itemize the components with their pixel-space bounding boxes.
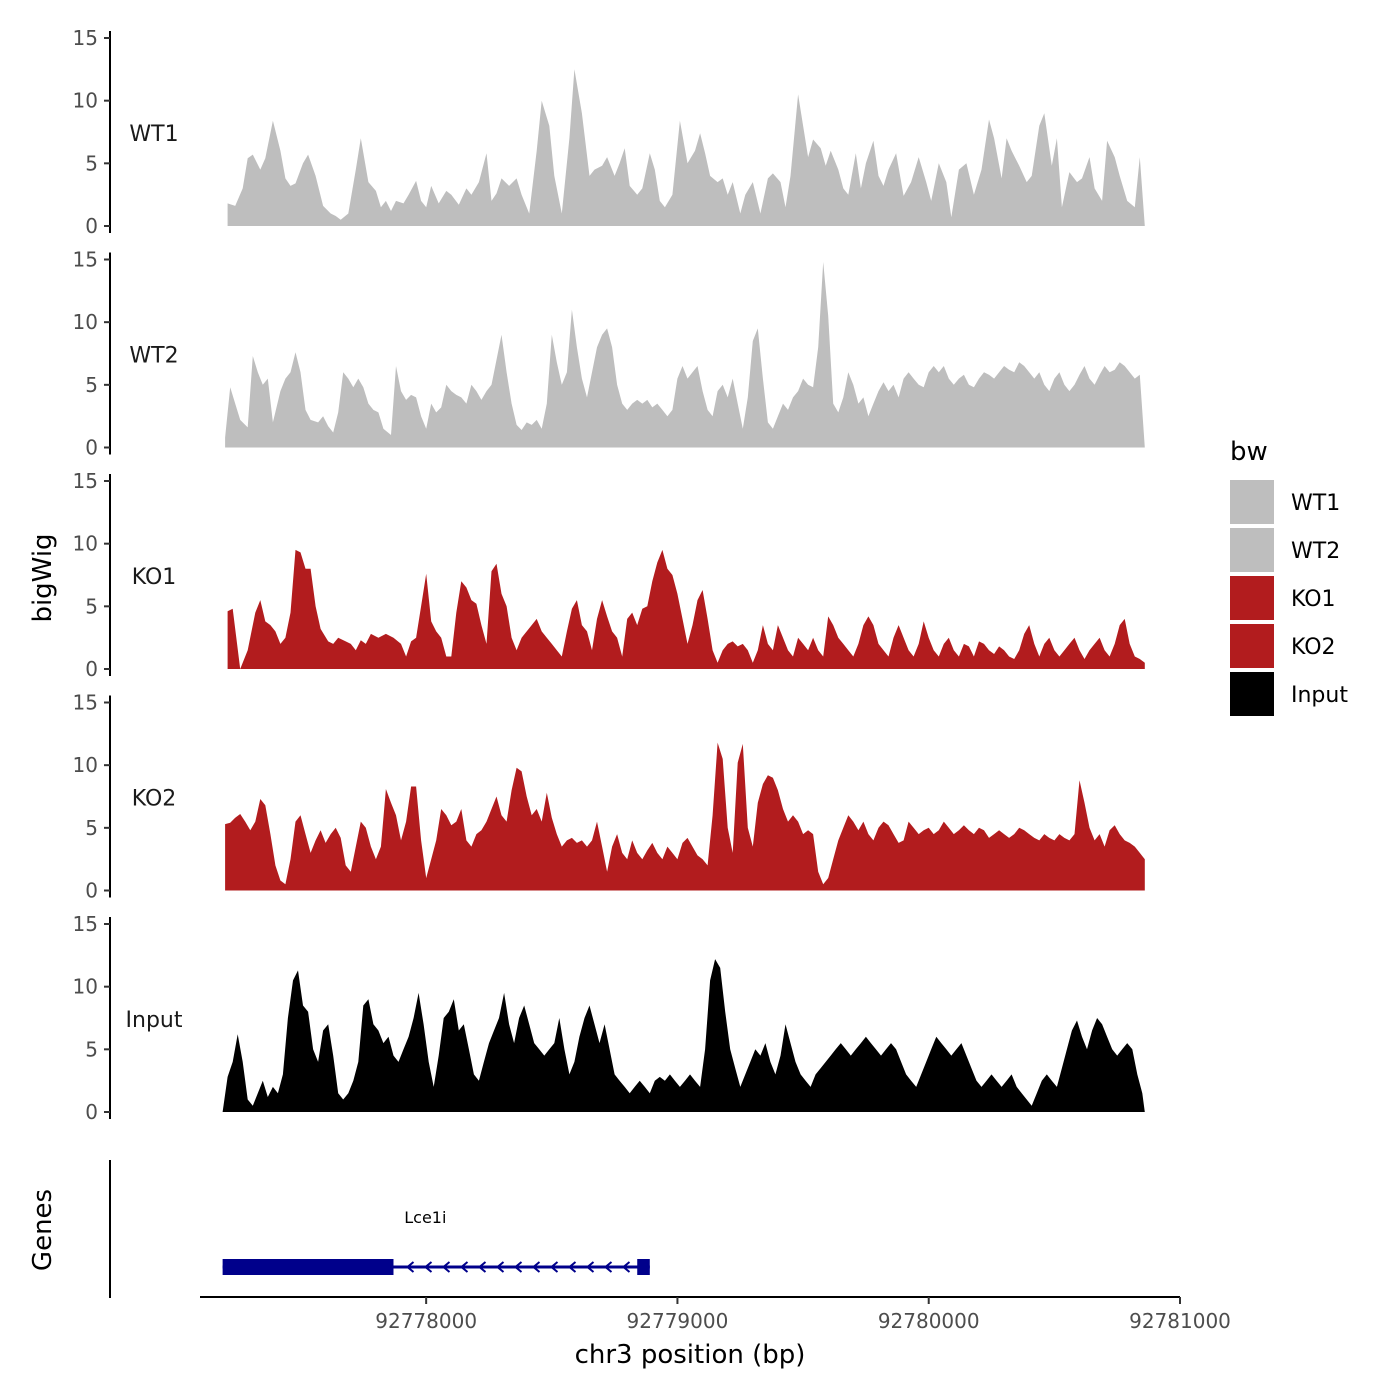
y-tick-label: 10 <box>73 89 98 113</box>
track-ko1: 0 5 10 15 KO1 <box>73 469 1145 681</box>
y-tick-label: 10 <box>73 532 98 556</box>
track-label: Input <box>126 1008 183 1033</box>
signal-area-wt1 <box>227 69 1145 226</box>
x-tick-label: 92780000 <box>878 1309 980 1333</box>
gene-label: Lce1i <box>404 1208 446 1227</box>
strand-arrow-icon <box>549 1261 559 1273</box>
signal-area-ko2 <box>225 742 1145 891</box>
strand-arrow-icon <box>459 1261 469 1273</box>
x-tick-label: 92778000 <box>375 1309 477 1333</box>
strand-arrow-icon <box>603 1261 613 1273</box>
track-input: 0 5 10 15 Input <box>73 912 1145 1124</box>
legend-swatch-input <box>1230 672 1274 716</box>
track-ko2: 0 5 10 15 KO2 <box>73 691 1145 903</box>
strand-arrow-icon <box>405 1261 415 1273</box>
track-label: KO1 <box>132 565 177 590</box>
y-tick-label: 0 <box>85 214 98 238</box>
signal-area-wt2 <box>225 262 1145 448</box>
legend-swatch-wt1 <box>1230 480 1274 524</box>
legend-label: WT2 <box>1291 539 1340 564</box>
y-tick-label: 5 <box>85 1037 98 1061</box>
strand-arrow-icon <box>585 1261 595 1273</box>
y-tick-label: 10 <box>73 975 98 999</box>
legend-label: WT1 <box>1291 491 1340 516</box>
track-wt1: 0 5 10 15 WT1 <box>73 26 1145 238</box>
y-tick-label: 5 <box>85 594 98 618</box>
strand-arrow-icon <box>567 1261 577 1273</box>
track-label: WT1 <box>129 122 178 147</box>
genes-axis-title: Genes <box>28 1189 58 1271</box>
y-tick-label: 0 <box>85 436 98 460</box>
y-tick-label: 10 <box>73 310 98 334</box>
y-tick-label: 15 <box>73 469 98 493</box>
y-tick-label: 15 <box>73 248 98 272</box>
legend-swatch-ko2 <box>1230 624 1274 668</box>
x-axis-title: chr3 position (bp) <box>575 1340 806 1370</box>
strand-arrow-icon <box>513 1261 523 1273</box>
track-label: WT2 <box>129 344 178 369</box>
gene-track: Lce1i <box>109 1160 650 1298</box>
legend-swatch-wt2 <box>1230 528 1274 572</box>
legend-title: bw <box>1230 437 1268 467</box>
y-tick-label: 15 <box>73 691 98 715</box>
y-tick-label: 5 <box>85 816 98 840</box>
legend-label: Input <box>1291 683 1348 708</box>
signal-tracks: 0 5 10 15 WT1 0 5 10 15 WT2 0 5 10 15 KO1 0 5 10 15 KO2 0 5 10… <box>73 26 1145 1124</box>
x-axis: 92778000 92779000 92780000 92781000 <box>200 1296 1231 1333</box>
y-tick-label: 0 <box>85 1100 98 1124</box>
legend-label: KO2 <box>1291 635 1336 660</box>
y-tick-label: 0 <box>85 657 98 681</box>
y-tick-label: 15 <box>73 26 98 50</box>
y-tick-label: 5 <box>85 151 98 175</box>
signal-area-input <box>222 959 1145 1112</box>
track-label: KO2 <box>132 787 177 812</box>
legend-swatch-ko1 <box>1230 576 1274 620</box>
y-axis-title: bigWig <box>28 533 58 622</box>
strand-arrow-icon <box>477 1261 487 1273</box>
legend: bw WT1 WT2 KO1 KO2 Input <box>1230 437 1348 716</box>
legend-label: KO1 <box>1291 587 1336 612</box>
y-tick-label: 10 <box>73 753 98 777</box>
strand-arrow-icon <box>441 1261 451 1273</box>
y-tick-label: 15 <box>73 912 98 936</box>
y-tick-label: 0 <box>85 879 98 903</box>
strand-arrow-icon <box>423 1261 433 1273</box>
x-tick-label: 92781000 <box>1129 1309 1231 1333</box>
strand-arrow-icon <box>531 1261 541 1273</box>
strand-arrow-icon <box>621 1261 631 1273</box>
signal-area-ko1 <box>227 549 1145 669</box>
y-tick-label: 5 <box>85 373 98 397</box>
gene-exon <box>222 1259 394 1275</box>
gene-exon <box>637 1259 650 1275</box>
x-tick-label: 92779000 <box>627 1309 729 1333</box>
strand-arrow-icon <box>495 1261 505 1273</box>
track-wt2: 0 5 10 15 WT2 <box>73 248 1145 460</box>
